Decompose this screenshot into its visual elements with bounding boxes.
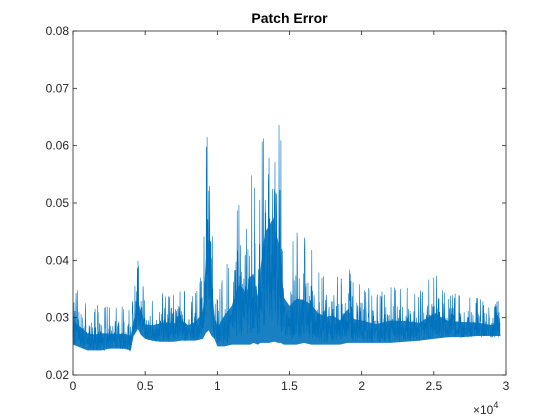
x-exponent-base: ×10 <box>473 403 494 417</box>
y-tick-label: 0.04 <box>46 253 70 267</box>
chart-title: Patch Error <box>251 10 328 26</box>
series-layer <box>72 125 501 352</box>
y-tick-label: 0.06 <box>46 139 70 153</box>
x-exponent-label: ×104 <box>473 400 498 417</box>
y-tick-label: 0.07 <box>46 81 70 95</box>
x-exponent-power: 4 <box>493 400 498 410</box>
y-axis: 0.02 0.03 0.04 0.05 0.06 0.07 0.08 <box>46 24 506 382</box>
x-axis: 0 0.5 1 1.5 2 2.5 3 <box>70 31 510 393</box>
x-tick-label: 0 <box>70 379 77 393</box>
x-tick-label: 2.5 <box>425 379 442 393</box>
y-tick-label: 0.03 <box>46 311 70 325</box>
series-dense-band <box>73 217 501 351</box>
y-tick-label: 0.08 <box>46 24 70 38</box>
x-tick-label: 1.5 <box>281 379 298 393</box>
y-tick-label: 0.02 <box>46 368 70 382</box>
x-tick-label: 0.5 <box>137 379 154 393</box>
x-tick-label: 1 <box>214 379 221 393</box>
x-tick-label: 3 <box>503 379 510 393</box>
y-tick-label: 0.05 <box>46 196 70 210</box>
x-tick-label: 2 <box>358 379 365 393</box>
